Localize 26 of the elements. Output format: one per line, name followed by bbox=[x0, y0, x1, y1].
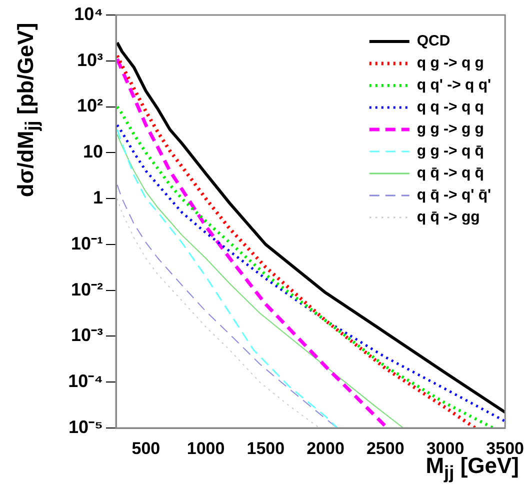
y-tick-label: 1 bbox=[92, 188, 103, 208]
y-tick-label: 10⁻⁴ bbox=[68, 371, 103, 392]
legend-label: q q -> q q bbox=[416, 98, 484, 116]
x-tick-label: 500 bbox=[132, 438, 160, 458]
y-tick-label: 10⁻⁵ bbox=[68, 416, 103, 437]
legend-label: q g -> q g bbox=[416, 54, 484, 72]
legend-label: g g -> q q̄ bbox=[416, 142, 484, 160]
legend-label: g g -> g g bbox=[416, 120, 484, 138]
y-tick-label: 10 bbox=[82, 142, 103, 162]
x-tick-label: 1500 bbox=[246, 438, 285, 458]
legend-label: q q̄ -> gg bbox=[416, 208, 480, 226]
line-series bbox=[116, 128, 338, 428]
y-tick-label: 10⁻³ bbox=[70, 325, 104, 346]
y-tick-label: 10⁻¹ bbox=[70, 233, 104, 254]
x-tick-label: 2500 bbox=[366, 438, 404, 458]
x-tick-label: 2000 bbox=[306, 438, 344, 458]
legend-label: q q̄ -> q q̄ bbox=[416, 164, 484, 182]
x-tick-label: 1000 bbox=[186, 438, 225, 458]
y-tick-label: 10⁻² bbox=[70, 279, 104, 300]
legend-label: QCD bbox=[416, 32, 450, 50]
y-tick-label: 10² bbox=[76, 96, 104, 116]
line-series bbox=[116, 57, 388, 428]
legend-label: q q̄ -> q' q̄' bbox=[416, 186, 492, 204]
y-tick-label: 10⁴ bbox=[74, 4, 103, 24]
legend-label: q q' -> q q' bbox=[416, 76, 492, 94]
y-tick-label: 10³ bbox=[76, 50, 104, 70]
